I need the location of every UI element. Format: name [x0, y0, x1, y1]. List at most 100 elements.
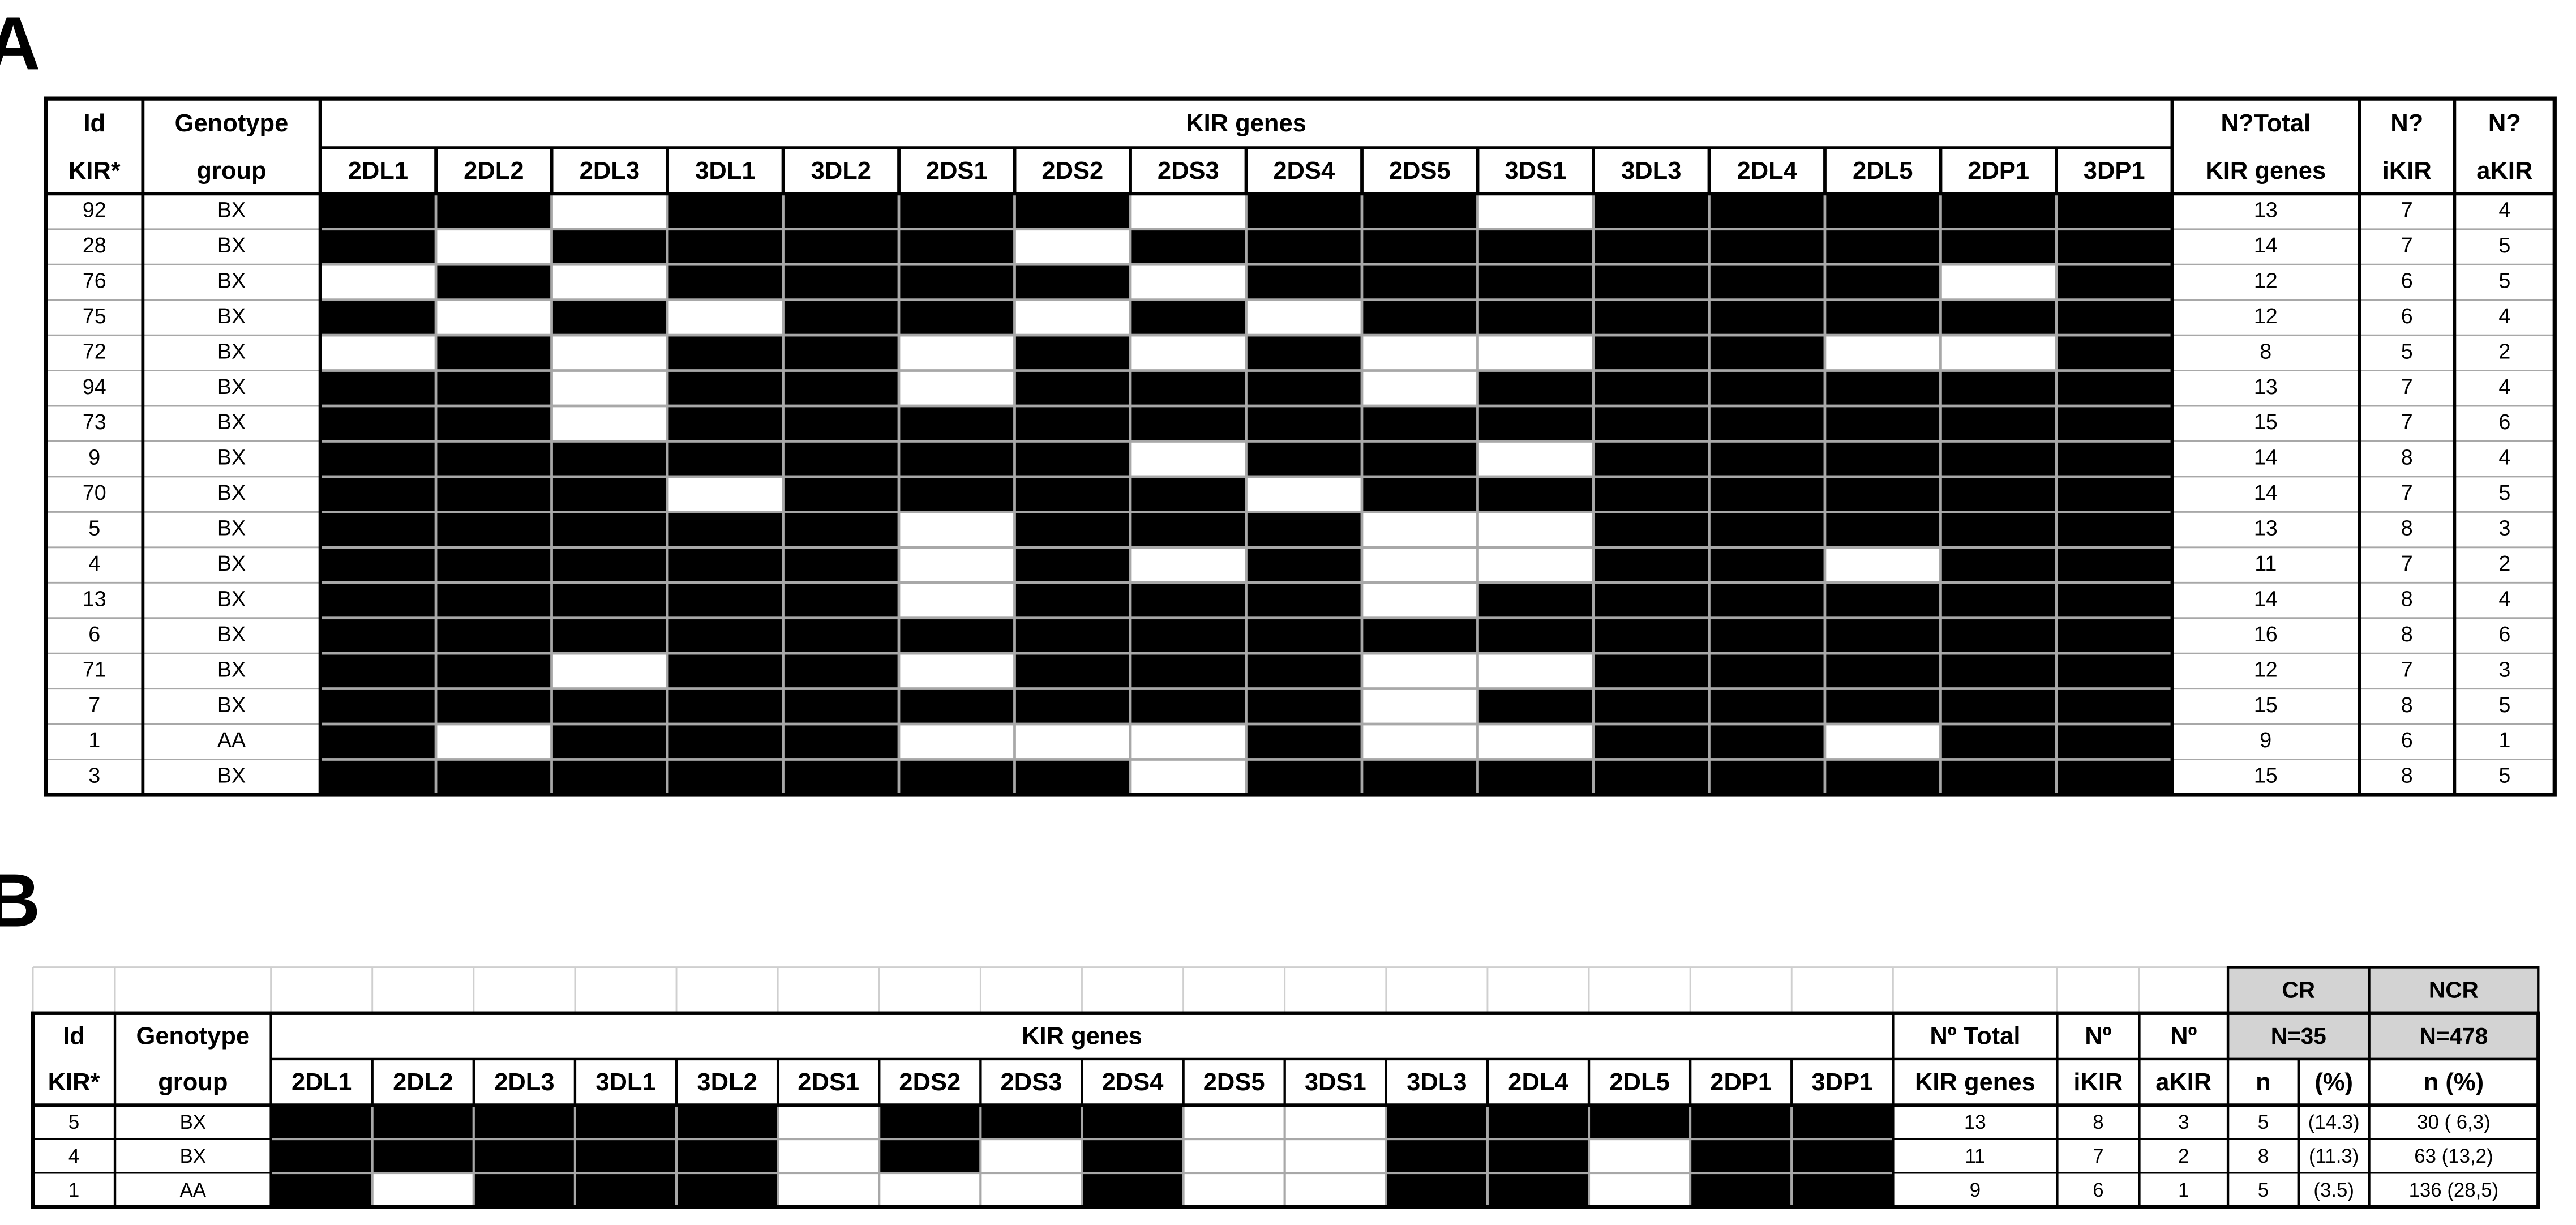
gene-cell [666, 333, 785, 372]
header-text: (%) [2314, 1069, 2353, 1096]
gene-cell [573, 1172, 678, 1209]
gene-cell [1592, 440, 1711, 478]
header-text: KIR genes [1186, 110, 1306, 137]
gene-name: 2DL2 [393, 1069, 453, 1096]
gene-cell [434, 192, 553, 231]
gene-cell [1823, 228, 1942, 266]
cell-text: 12 [2254, 657, 2278, 681]
gene-cell [1245, 440, 1364, 478]
gene-cell [1081, 1138, 1185, 1175]
gene-cell [777, 1138, 881, 1175]
cell-text: 5 [68, 1111, 79, 1133]
cell-text: 5 [2401, 339, 2413, 363]
header-text: N? [2390, 110, 2423, 137]
gene-cell [1476, 404, 1595, 443]
gene-cell [782, 333, 901, 372]
gene-cell [782, 758, 901, 796]
gene-cell [979, 1104, 1083, 1141]
gene-cell [1013, 687, 1132, 726]
cell-text: (3.5) [2313, 1179, 2354, 1201]
header-text: KIR* [68, 157, 121, 185]
gene-cell [897, 475, 1016, 513]
gene-cell [1939, 722, 2058, 761]
table-border [31, 1011, 2540, 1209]
cell-text: 4 [2498, 586, 2510, 610]
gene-cell [550, 333, 669, 372]
gene-cell [666, 546, 785, 584]
gene-cell [319, 511, 438, 549]
gene-cell [1823, 616, 1942, 655]
gene-cell [1708, 298, 1827, 337]
cell-text: 4 [88, 551, 100, 575]
header-text: N?Total [2221, 110, 2311, 137]
gene-cell [1129, 263, 1248, 302]
gene-cell [550, 722, 669, 761]
cell-text: 1 [68, 1179, 79, 1201]
gene-cell [269, 1104, 374, 1141]
gene-cell [1129, 687, 1248, 726]
gene-cell [1013, 192, 1132, 231]
gene-name: 3DL3 [1407, 1069, 1467, 1096]
gene-cell [897, 192, 1016, 231]
gene-name: 3DL2 [697, 1069, 757, 1096]
cell-text: (14.3) [2308, 1111, 2360, 1133]
gene-cell [434, 546, 553, 584]
gene-cell [1476, 546, 1595, 584]
gene-cell [1081, 1172, 1185, 1209]
gene-cell [897, 722, 1016, 761]
header-text: Id [63, 1023, 85, 1050]
gene-cell [1939, 511, 2058, 549]
gene-cell [1360, 192, 1479, 231]
header-text: Nº [2085, 1023, 2111, 1050]
cell-text: 8 [2401, 516, 2413, 540]
gene-cell [897, 228, 1016, 266]
gene-cell [434, 298, 553, 337]
gene-cell [1476, 616, 1595, 655]
gene-cell [1385, 1138, 1489, 1175]
gene-cell [1013, 546, 1132, 584]
cell-text: 5 [2498, 268, 2510, 292]
gene-cell [1592, 192, 1711, 231]
gene-cell [550, 616, 669, 655]
cell-text: 6 [88, 622, 100, 646]
cell-text: 8 [2401, 764, 2413, 787]
gene-cell [1360, 369, 1479, 408]
gene-name: 2DS4 [1102, 1069, 1164, 1096]
gene-cell [550, 404, 669, 443]
gene-cell [1013, 511, 1132, 549]
gene-cell [666, 263, 785, 302]
gene-cell [1476, 192, 1595, 231]
gene-cell [434, 333, 553, 372]
gene-cell [550, 440, 669, 478]
gene-cell [1790, 1104, 1895, 1141]
gene-cell [1823, 652, 1942, 690]
gene-cell [1013, 652, 1132, 690]
gene-cell [1939, 687, 2058, 726]
cell-text: BX [217, 304, 246, 328]
cell-text: 14 [2254, 446, 2278, 469]
gene-cell [1823, 369, 1942, 408]
cell-text: 5 [88, 516, 100, 540]
cell-text: AA [180, 1179, 207, 1201]
gene-cell [1013, 298, 1132, 337]
cell-text: 8 [2401, 693, 2413, 717]
gene-cell [1129, 369, 1248, 408]
cell-text: BX [217, 233, 246, 257]
gene-cell [319, 581, 438, 620]
gene-cell [573, 1138, 678, 1175]
gene-cell [1013, 722, 1132, 761]
gene-name: 2DS1 [926, 157, 988, 185]
cell-text: 5 [2258, 1111, 2269, 1133]
cell-text: 14 [2254, 481, 2278, 504]
gene-cell [1245, 192, 1364, 231]
cell-text: 8 [2401, 586, 2413, 610]
cell-text: BX [217, 764, 246, 787]
gene-cell [1708, 758, 1827, 796]
cell-text: BX [217, 693, 246, 717]
gene-cell [1129, 333, 1248, 372]
header-text: aKIR [2155, 1069, 2211, 1096]
gene-cell [2055, 546, 2174, 584]
cell-text: 6 [2093, 1179, 2103, 1201]
gene-cell [1708, 722, 1827, 761]
gene-name: 3DS1 [1505, 157, 1566, 185]
